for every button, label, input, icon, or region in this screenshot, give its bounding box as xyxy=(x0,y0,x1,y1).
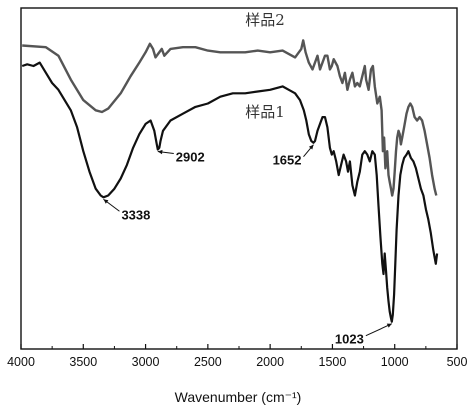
series-line-2 xyxy=(21,61,439,323)
x-tick-label: 500 xyxy=(447,355,468,369)
peak-annotations: 3338 2902 1652 1023 xyxy=(103,144,393,347)
peak-label: 1023 xyxy=(335,332,364,347)
x-tick-label: 1000 xyxy=(381,355,409,369)
annotation-arrowhead xyxy=(308,144,314,150)
series-label: 样品1 xyxy=(245,103,285,121)
x-tick-label: 3000 xyxy=(132,355,160,369)
x-axis-ticks: 4000 3500 3000 2500 2000 1500 1000 500 xyxy=(7,344,467,369)
x-tick-label: 3500 xyxy=(69,355,97,369)
peak-label: 3338 xyxy=(121,207,150,222)
annotation-arrowhead xyxy=(386,323,392,328)
series-group: 样品2 样品1 xyxy=(21,11,439,323)
annotation-arrowhead xyxy=(103,199,109,204)
annotation-arrow xyxy=(365,323,393,337)
series-line-1 xyxy=(22,39,438,197)
x-axis-title: Wavenumber (cm⁻¹) xyxy=(175,389,302,405)
x-tick-label: 4000 xyxy=(7,355,35,369)
series-label: 样品2 xyxy=(245,11,285,29)
x-tick-label: 2000 xyxy=(256,355,284,369)
annotation-arrowhead xyxy=(157,149,163,155)
plot-border xyxy=(20,7,458,350)
peak-label: 1652 xyxy=(273,153,302,168)
plot-frame xyxy=(20,7,458,350)
peak-label: 2902 xyxy=(176,150,205,165)
x-tick-label: 2500 xyxy=(194,355,222,369)
x-tick-label: 1500 xyxy=(319,355,347,369)
